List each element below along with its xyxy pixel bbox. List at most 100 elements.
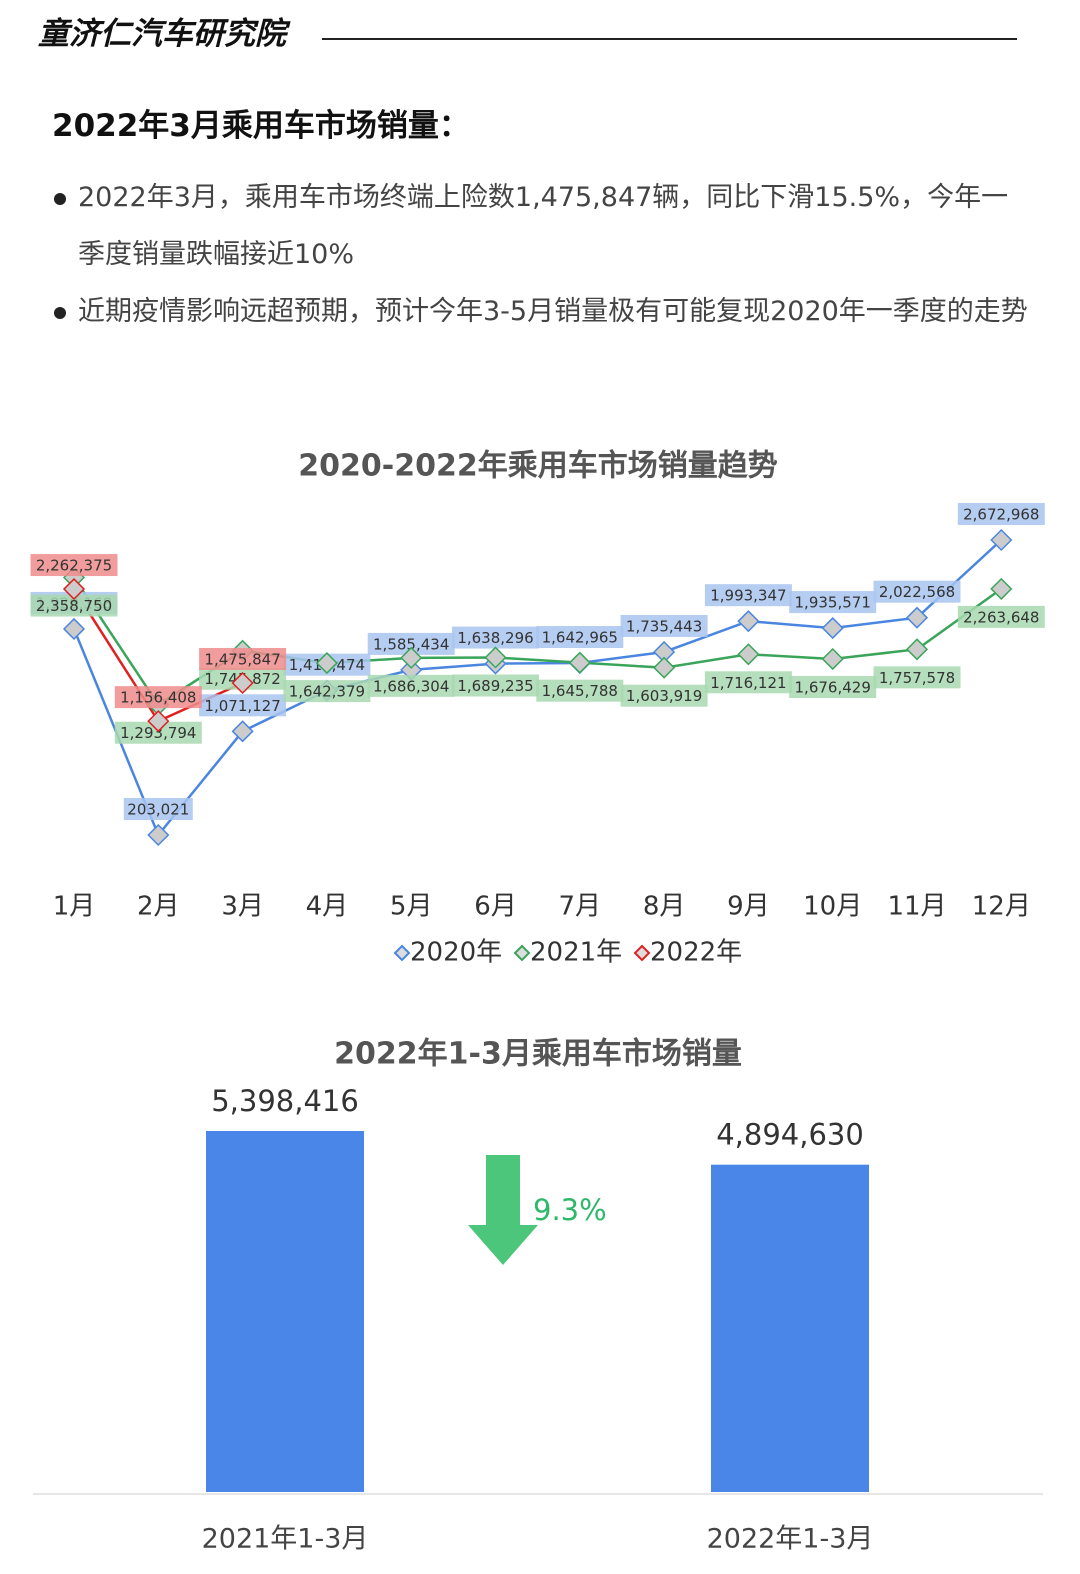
point-marker bbox=[62, 617, 86, 641]
label-bg bbox=[367, 632, 455, 655]
point-marker bbox=[821, 647, 844, 671]
label-bg bbox=[114, 721, 202, 744]
label-bg bbox=[283, 680, 371, 703]
data-label: 1,645,788 bbox=[542, 682, 618, 700]
x-tick-label: 5月 bbox=[390, 892, 433, 922]
data-label: 1,676,429 bbox=[795, 679, 871, 697]
legend-marker bbox=[513, 944, 531, 962]
point-marker bbox=[147, 710, 170, 733]
data-label: 1,475,847 bbox=[204, 650, 280, 668]
legend-marker bbox=[393, 944, 411, 962]
x-tick-label: 7月 bbox=[559, 892, 602, 922]
data-label: 203,021 bbox=[127, 801, 189, 819]
label-bg bbox=[873, 580, 961, 603]
point-marker bbox=[990, 577, 1013, 600]
x-tick-label: 10月 bbox=[803, 892, 862, 922]
label-bg bbox=[957, 503, 1045, 525]
point-marker bbox=[737, 643, 760, 666]
data-label: 2,262,375 bbox=[36, 557, 112, 575]
data-label: 1,757,578 bbox=[879, 669, 955, 687]
label-bg bbox=[30, 594, 118, 617]
point-marker bbox=[568, 651, 591, 674]
chart-title: 2020-2022年乘用车市场销量趋势 bbox=[298, 449, 777, 484]
x-tick-label: 11月 bbox=[887, 892, 946, 922]
label-bg bbox=[536, 626, 624, 649]
data-label: 1,071,127 bbox=[204, 697, 280, 715]
point-marker bbox=[905, 606, 929, 629]
point-marker bbox=[990, 528, 1013, 552]
label-bg bbox=[873, 666, 961, 689]
point-marker bbox=[147, 823, 170, 847]
data-label: 2,672,968 bbox=[963, 506, 1039, 524]
annotation: 9.3% bbox=[533, 1193, 607, 1227]
data-label: 1,638,296 bbox=[457, 629, 533, 647]
label-bg bbox=[199, 694, 287, 717]
data-label: 1,686,304 bbox=[373, 677, 449, 695]
series-line bbox=[72, 539, 1003, 838]
point-marker bbox=[231, 720, 254, 743]
header-rule bbox=[322, 38, 1017, 40]
point-marker bbox=[400, 646, 423, 669]
x-tick-label: 2022年1-3月 bbox=[707, 1524, 874, 1555]
x-tick-label: 2021年1-3月 bbox=[202, 1524, 369, 1555]
label-bg bbox=[199, 647, 287, 670]
label-bg bbox=[704, 584, 792, 607]
label-bg bbox=[114, 686, 202, 709]
data-label: 2,358,750 bbox=[36, 597, 112, 615]
label-bg bbox=[536, 679, 624, 702]
label-bg bbox=[452, 626, 539, 649]
legend-label: 2020年 bbox=[410, 938, 502, 968]
x-tick-label: 2月 bbox=[137, 892, 180, 922]
section-title: 2022年3月乘用车市场销量： bbox=[52, 108, 470, 144]
point-marker bbox=[821, 617, 844, 640]
point-marker bbox=[315, 652, 338, 675]
bar bbox=[711, 1164, 869, 1492]
point-marker bbox=[62, 577, 86, 601]
bullet: 2022年3月，乘用车市场终端上险数1,475,847辆，同比下滑15.5%，今… bbox=[54, 169, 1028, 283]
data-label: 1,993,347 bbox=[710, 587, 786, 605]
data-label: 1,642,379 bbox=[289, 683, 365, 701]
legend-label: 2021年 bbox=[530, 938, 622, 968]
label-bg bbox=[30, 554, 118, 577]
brand: 童济仁汽车研究院 bbox=[38, 16, 286, 52]
label-bg bbox=[123, 798, 193, 820]
data-label: 2,022,568 bbox=[879, 583, 955, 601]
label-bg bbox=[620, 684, 708, 707]
x-tick-label: 8月 bbox=[643, 892, 686, 922]
point-marker bbox=[484, 646, 507, 669]
point-marker bbox=[231, 671, 254, 695]
x-tick-label: 12月 bbox=[972, 892, 1031, 922]
data-label: 4,894,630 bbox=[716, 1118, 864, 1152]
data-label: 5,398,416 bbox=[211, 1084, 359, 1118]
point-marker bbox=[905, 638, 929, 661]
legend-marker bbox=[633, 944, 651, 962]
data-label: 1,585,434 bbox=[373, 635, 449, 653]
label-bg bbox=[620, 614, 708, 637]
data-label: 1,293,794 bbox=[120, 724, 196, 742]
point-marker bbox=[737, 610, 760, 633]
x-tick-label: 6月 bbox=[474, 892, 517, 922]
data-label: 1,642,965 bbox=[542, 629, 618, 647]
x-tick-label: 3月 bbox=[221, 892, 264, 922]
point-marker bbox=[653, 656, 676, 679]
x-tick-label: 4月 bbox=[306, 892, 349, 922]
data-label: 1,935,571 bbox=[795, 594, 871, 612]
down-arrow bbox=[468, 1155, 538, 1265]
bullet: 近期疫情影响远超预期，预计今年3-5月销量极有可能复现2020年一季度的走势 bbox=[54, 283, 1028, 340]
data-label: 2,263,648 bbox=[963, 608, 1039, 626]
data-label: 1,156,408 bbox=[120, 689, 196, 707]
legend-label: 2022年 bbox=[650, 938, 742, 968]
bar bbox=[206, 1131, 364, 1492]
label-bg bbox=[957, 605, 1045, 628]
data-label: 1,689,235 bbox=[457, 677, 533, 695]
label-bg bbox=[367, 674, 455, 697]
label-bg bbox=[789, 676, 877, 699]
data-label: 1,716,121 bbox=[710, 674, 786, 692]
label-bg bbox=[704, 671, 792, 694]
x-tick-label: 9月 bbox=[727, 892, 770, 922]
x-tick-label: 1月 bbox=[53, 892, 96, 922]
label-bg bbox=[789, 591, 877, 614]
data-label: 1,735,443 bbox=[626, 617, 702, 635]
